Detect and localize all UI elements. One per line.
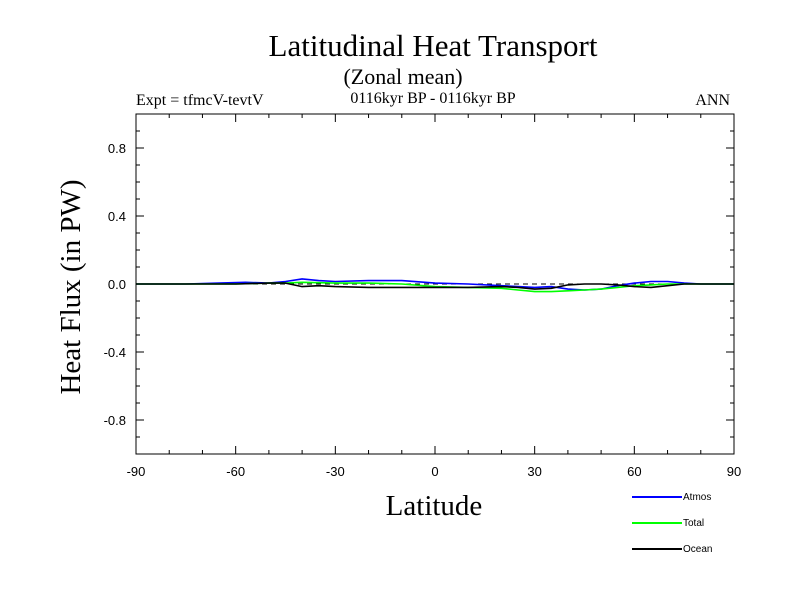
period-label: 0116kyr BP - 0116kyr BP [350,90,516,107]
legend-label-ocean: Ocean [683,544,712,555]
x-tick-label: 90 [727,464,741,479]
legend-label-total: Total [683,518,704,529]
series-line-ocean [136,282,734,290]
x-axis-title: Latitude [386,490,483,522]
x-tick-label: -90 [127,464,146,479]
x-tick-label: 30 [527,464,541,479]
y-tick-label: 0.8 [108,141,126,156]
series-layer [136,278,734,293]
x-tick-label: -60 [226,464,245,479]
y-axis-title: Heat Flux (in PW) [55,179,87,394]
legend-label-atmos: Atmos [683,492,711,503]
x-tick-label: -30 [326,464,345,479]
tick-layer: -90 -60 -30 0 30 60 90 -0.8 -0.4 0.0 0.4 0.8 [104,113,741,479]
legend: Atmos Total Ocean [632,492,712,555]
y-tick-label: 0.4 [108,209,126,224]
season-label: ANN [695,92,730,109]
x-tick-label: 60 [627,464,641,479]
chart-title: Latitudinal Heat Transport [268,28,598,63]
y-tick-label: -0.8 [104,413,126,428]
y-tick-label: 0.0 [108,277,126,292]
y-tick-label: -0.4 [104,345,126,360]
x-tick-label: 0 [431,464,438,479]
experiment-label: Expt = tfmcV-tevtV [136,92,264,109]
chart-subtitle: (Zonal mean) [343,64,463,89]
